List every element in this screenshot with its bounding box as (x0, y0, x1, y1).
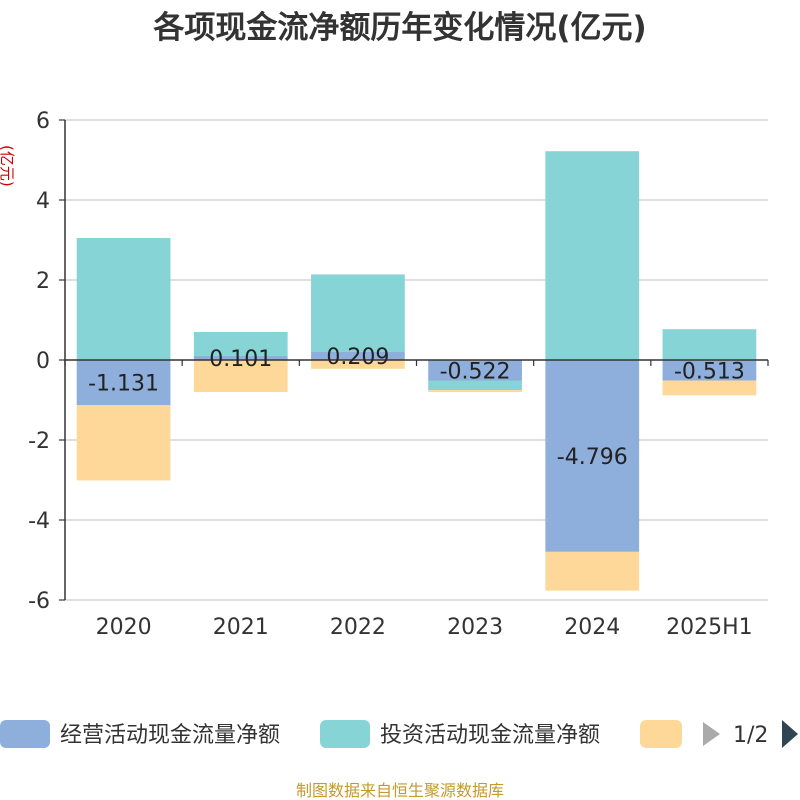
legend-label-investing: 投资活动现金流量净额 (380, 723, 600, 748)
bar-series-2-2025H1[interactable] (662, 380, 757, 396)
legend-item-operating[interactable]: 经营活动现金流量净额 (0, 720, 280, 748)
y-tick-label: 6 (36, 109, 50, 134)
bar-series-1-2021[interactable] (193, 331, 288, 356)
source-note: 制图数据来自恒生聚源数据库 (296, 781, 504, 800)
data-label-2025H1: -0.513 (674, 359, 745, 384)
legend-swatch-investing (320, 720, 370, 748)
data-labels: -1.131 0.101 0.209 -0.522 -4.796 -0.513 (88, 345, 745, 470)
bar-series-2-2021[interactable] (193, 360, 288, 392)
bar-series-1-2025H1[interactable] (662, 329, 757, 360)
y-tick-label: 0 (36, 349, 50, 374)
x-tick-label: 2023 (447, 615, 503, 640)
grid-lines (65, 119, 768, 601)
legend-item-investing[interactable]: 投资活动现金流量净额 (320, 720, 600, 748)
y-axis-unit-label: (亿元) (0, 145, 16, 187)
bar-series-1-2024[interactable] (545, 151, 640, 360)
legend-page-indicator: 1/2 (733, 723, 768, 748)
data-label-2024: -4.796 (557, 445, 628, 470)
y-tick-label: -4 (28, 509, 50, 534)
tick-labels: 6 4 2 0 -2 -4 -6 2020 2021 2022 2023 2024 2025H1 (28, 109, 753, 640)
legend-next-page-icon[interactable] (782, 720, 798, 748)
data-label-2020: -1.131 (88, 372, 159, 397)
bar-series-2-2024[interactable] (545, 551, 640, 591)
y-tick-label: 4 (36, 189, 50, 214)
bar-series-2-2022[interactable] (311, 360, 405, 369)
bar-series-1-2022[interactable] (311, 274, 405, 352)
legend-label-operating: 经营活动现金流量净额 (60, 723, 280, 748)
axes (59, 119, 769, 601)
data-label-2021: 0.101 (209, 347, 272, 372)
x-tick-label: 2025H1 (666, 615, 753, 640)
bar-series-0-2023[interactable] (428, 360, 522, 381)
bar-series-0-2024[interactable] (545, 360, 640, 552)
legend-prev-page-icon[interactable] (703, 722, 720, 746)
bar-series-0-2020[interactable] (76, 360, 171, 406)
bar-series-0-2025H1[interactable] (662, 360, 757, 381)
x-tick-label: 2020 (96, 615, 152, 640)
data-label-2023: -0.522 (440, 359, 511, 384)
data-label-2022: 0.209 (326, 345, 389, 370)
x-tick-label: 2021 (213, 615, 269, 640)
bar-series-0-2022[interactable] (311, 351, 405, 360)
legend-item-third[interactable] (640, 720, 682, 748)
y-tick-label: 2 (36, 269, 50, 294)
y-tick-label: -2 (28, 429, 50, 454)
x-tick-label: 2024 (564, 615, 620, 640)
bar-series-2-2020[interactable] (76, 405, 171, 481)
bar-series-0-2021[interactable] (193, 355, 288, 360)
legend-swatch-third (640, 720, 682, 748)
bar-series-1-2023[interactable] (428, 380, 522, 391)
x-tick-label: 2022 (330, 615, 386, 640)
y-tick-label: -6 (28, 589, 50, 614)
bar-series-1-2020[interactable] (76, 238, 171, 360)
bar-series-2-2023[interactable] (428, 390, 522, 393)
legend: 经营活动现金流量净额 投资活动现金流量净额 1/2 (0, 720, 798, 748)
chart-title: 各项现金流净额历年变化情况(亿元) (152, 10, 646, 46)
bars (76, 151, 757, 591)
legend-swatch-operating (0, 720, 50, 748)
